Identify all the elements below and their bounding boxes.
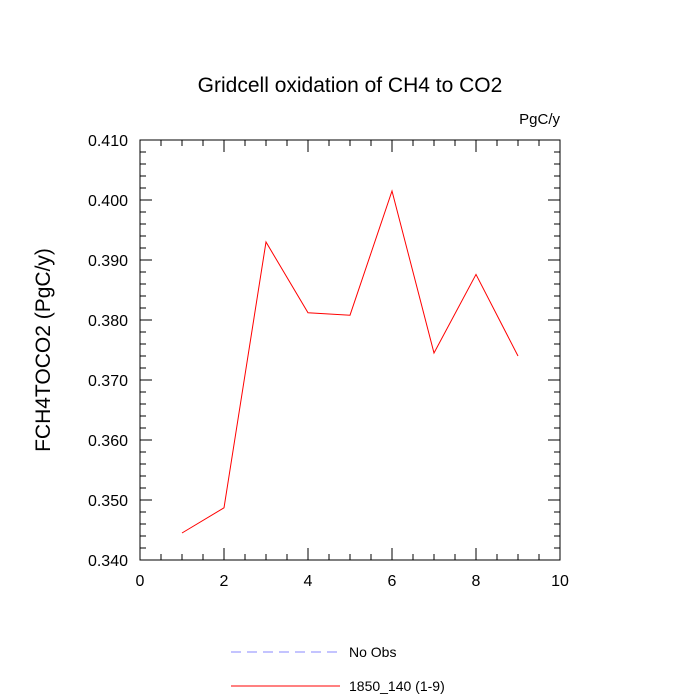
x-tick-label: 6	[388, 573, 397, 590]
y-tick-label: 0.360	[88, 433, 128, 450]
y-tick-label: 0.370	[88, 373, 128, 390]
legend-label-1850-140: 1850_140 (1-9)	[349, 678, 445, 694]
legend-label-no-obs: No Obs	[349, 644, 396, 660]
x-tick-label: 2	[220, 573, 229, 590]
y-tick-label: 0.400	[88, 193, 128, 210]
y-tick-label: 0.380	[88, 313, 128, 330]
series-layer	[181, 189, 519, 534]
y-tick-label: 0.350	[88, 493, 128, 510]
y-axis-label: FCH4TOCO2 (PgC/y)	[32, 248, 55, 452]
y-tick-label: 0.410	[88, 133, 128, 150]
series-line	[181, 189, 519, 534]
x-tick-label: 10	[551, 573, 569, 590]
x-tick-label: 4	[304, 573, 313, 590]
units-label: PgC/y	[519, 111, 560, 128]
x-tick-label: 0	[136, 573, 145, 590]
axes: 0 2 4 6 8 10 0.340 0.350 0.360 0.370 0.380 0.390 0.4…	[88, 133, 569, 590]
x-tick-label: 8	[472, 573, 481, 590]
plot-frame	[139, 139, 561, 561]
legend: No Obs 1850_140 (1-9)	[231, 644, 445, 694]
y-tick-label: 0.390	[88, 253, 128, 270]
chart-title: Gridcell oxidation of CH4 to CO2	[198, 74, 503, 97]
y-tick-label: 0.340	[88, 553, 128, 570]
